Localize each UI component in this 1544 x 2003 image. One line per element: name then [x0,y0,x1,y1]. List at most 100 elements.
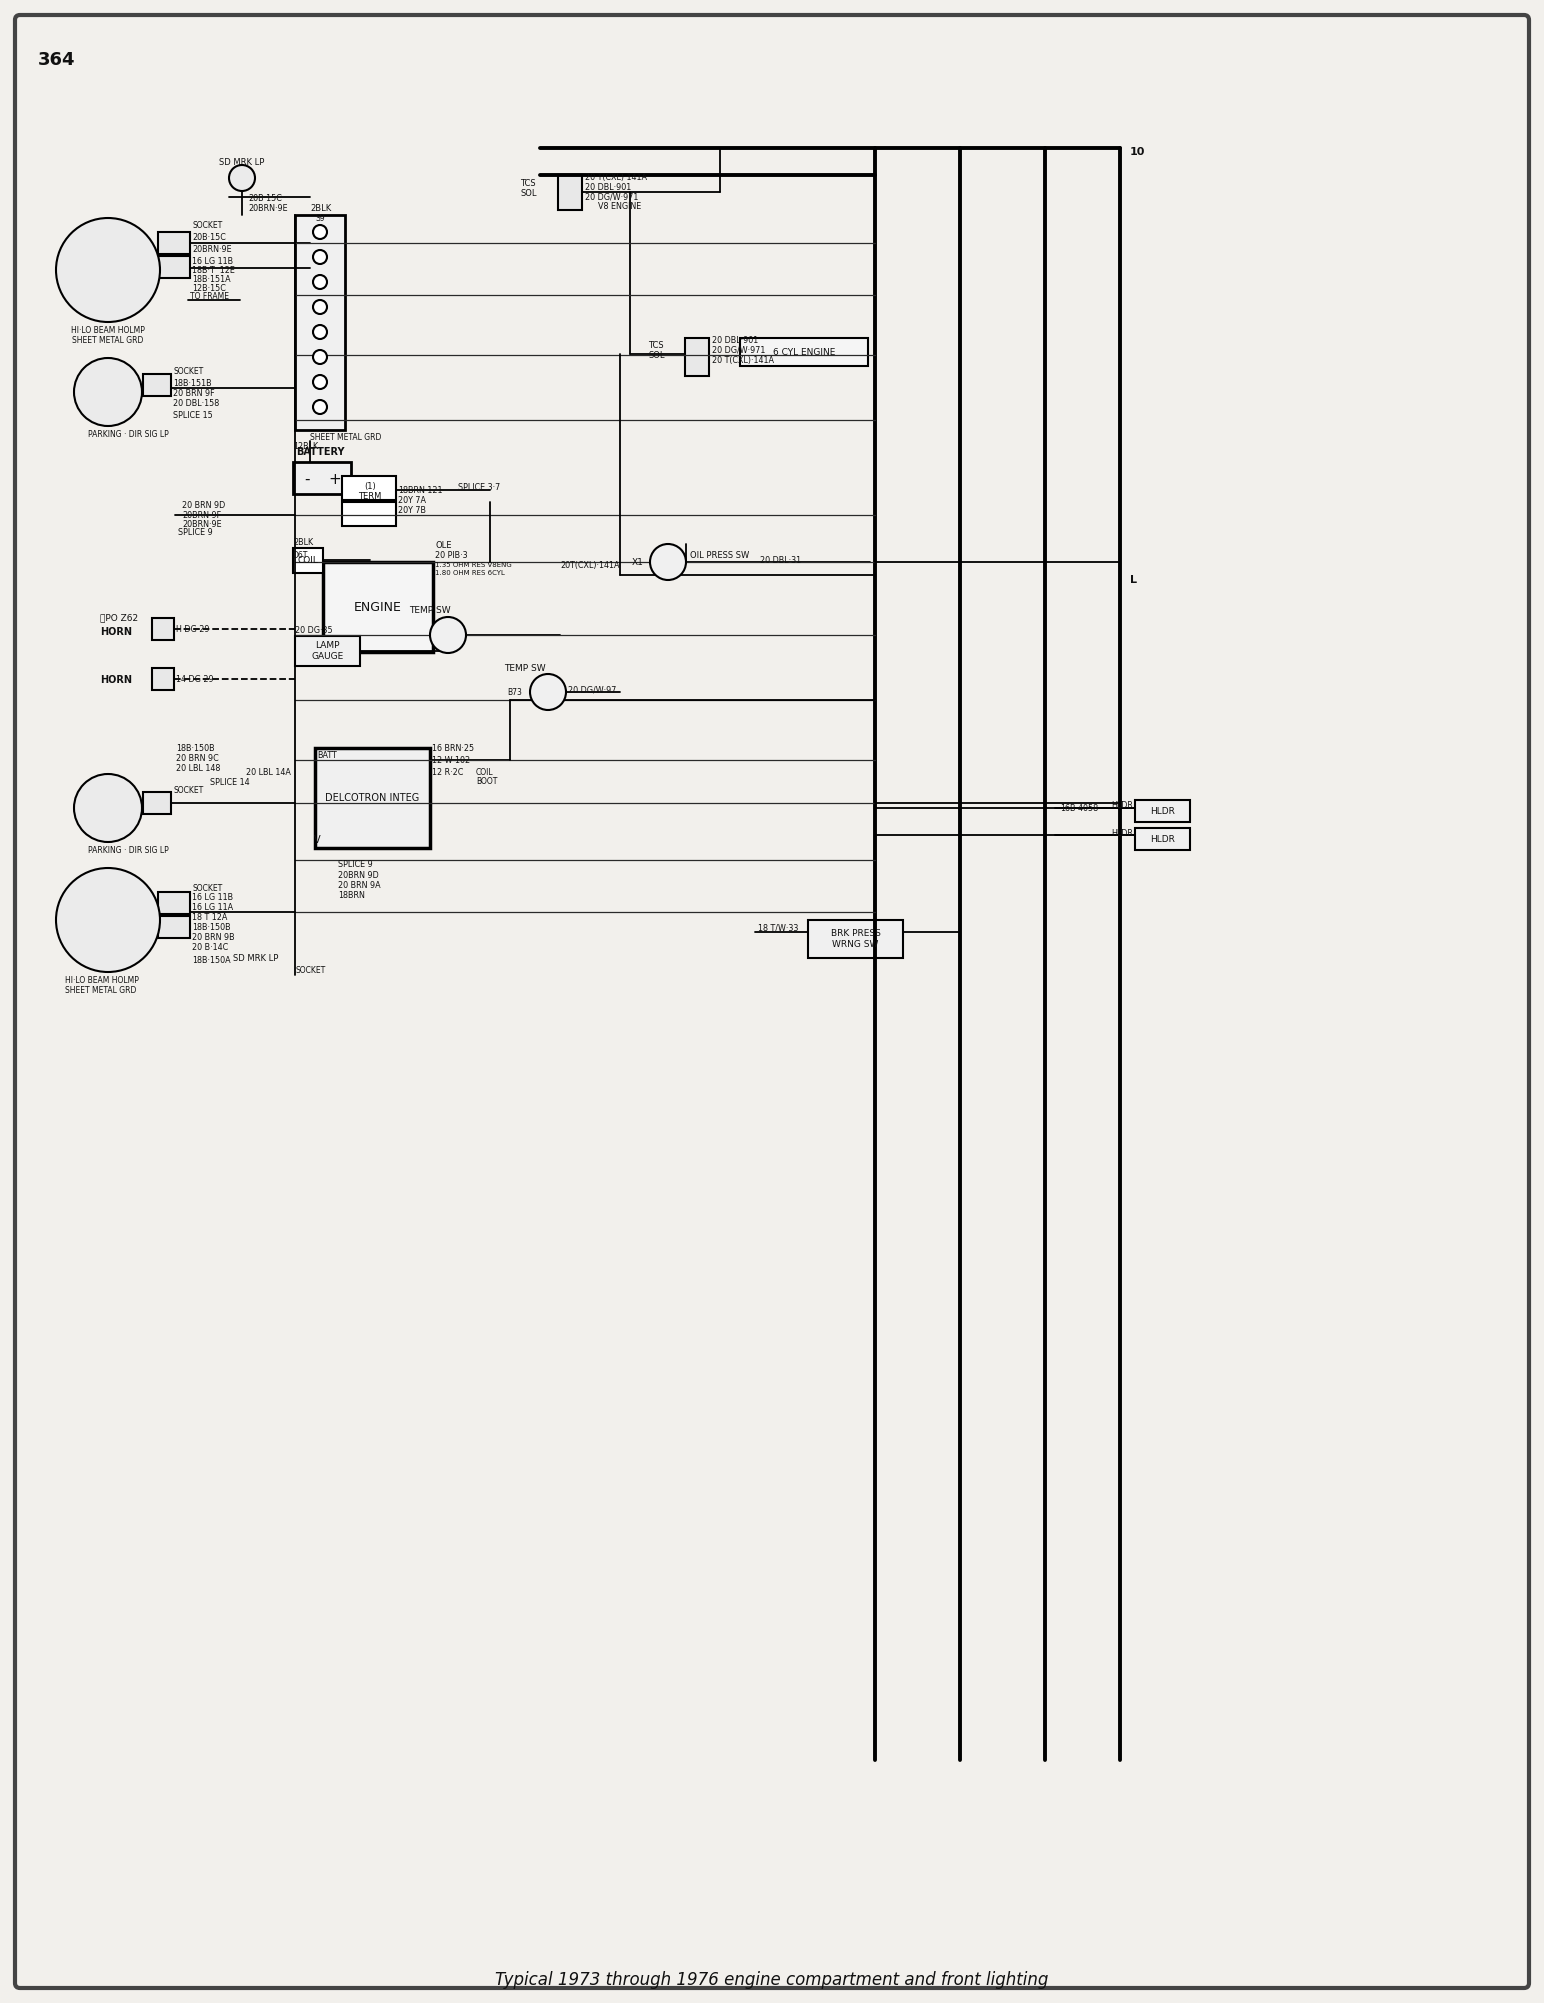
Text: PARKING · DIR SIG LP: PARKING · DIR SIG LP [88,845,168,855]
Text: TERM: TERM [358,491,381,501]
Text: 16 LG 11A: 16 LG 11A [191,903,233,911]
Circle shape [313,274,327,288]
Text: OIL PRESS SW: OIL PRESS SW [690,551,749,559]
Text: B73: B73 [506,687,522,697]
Text: 20 T(CXL)·141A: 20 T(CXL)·141A [585,172,647,182]
Bar [323,563,432,653]
Text: -: - [304,471,310,487]
Text: SPLICE 15: SPLICE 15 [173,411,213,419]
Text: 16 BRN·25: 16 BRN·25 [432,743,474,753]
Text: BRK PRESS
WRNG SW: BRK PRESS WRNG SW [831,929,880,949]
Text: 12BLK: 12BLK [293,441,318,451]
Text: 20 DBL·158: 20 DBL·158 [173,399,219,407]
Text: 20 LBL 148: 20 LBL 148 [176,763,221,773]
Text: SHEET METAL GRD: SHEET METAL GRD [73,335,144,345]
Text: 12B·15C: 12B·15C [191,284,225,292]
Bar [144,791,171,813]
Circle shape [313,375,327,389]
Text: 20 BRN 9A: 20 BRN 9A [338,881,381,889]
Bar [740,339,868,367]
Text: 364: 364 [39,50,76,68]
Text: 20 T(CXL)·141A: 20 T(CXL)·141A [712,355,774,365]
Text: 20BRN·9F: 20BRN·9F [182,511,221,519]
Text: SOCKET: SOCKET [295,965,326,975]
Text: SPLICE 14: SPLICE 14 [210,777,250,787]
Text: 20B·15C: 20B·15C [191,232,225,242]
Text: 18 T/W·33: 18 T/W·33 [758,923,798,933]
Text: COIL: COIL [298,557,318,565]
Bar [157,891,190,913]
Text: HORN: HORN [100,675,131,685]
Text: ENGINE: ENGINE [354,601,401,613]
Text: 18B·150B: 18B·150B [191,923,230,931]
Text: HORN: HORN [100,627,131,637]
Text: 20 BRN 9F: 20 BRN 9F [173,389,215,397]
Text: SPLICE 3·7: SPLICE 3·7 [459,483,500,491]
Text: 18B·151B: 18B·151B [173,379,212,387]
Bar [293,463,350,495]
Text: 16 LG 11B: 16 LG 11B [191,256,233,266]
Text: 20BRN·9E: 20BRN·9E [182,519,222,529]
Bar [295,214,344,431]
Text: SOCKET: SOCKET [191,883,222,893]
Text: SD MRK LP: SD MRK LP [233,953,278,963]
Bar [157,256,190,278]
FancyBboxPatch shape [15,14,1529,1989]
Text: 20 BRN 9B: 20 BRN 9B [191,933,235,941]
Text: SOL: SOL [520,188,536,198]
Bar [157,232,190,254]
Circle shape [530,673,567,709]
Text: 18BRN·121: 18BRN·121 [398,485,443,495]
Text: X1: X1 [631,557,644,567]
Circle shape [313,401,327,415]
Circle shape [74,359,142,427]
Text: 20BRN 9D: 20BRN 9D [338,871,378,879]
Text: 20 DBL·901: 20 DBL·901 [712,335,758,345]
Text: 16 LG 11B: 16 LG 11B [191,893,233,901]
Text: TO FRAME: TO FRAME [190,292,229,300]
Text: SOCKET: SOCKET [191,220,222,230]
Text: SOCKET: SOCKET [173,785,204,795]
Bar [1135,827,1190,849]
Text: OLE: OLE [435,541,451,549]
Text: 18B·151A: 18B·151A [191,274,230,284]
Circle shape [313,324,327,339]
Text: 12 R·2C: 12 R·2C [432,767,463,777]
Bar [293,549,323,573]
Text: 18B·T  12E: 18B·T 12E [191,266,235,274]
Text: SOCKET: SOCKET [173,367,204,375]
Text: SHEET METAL GRD: SHEET METAL GRD [310,433,381,441]
Text: 18 T 12A: 18 T 12A [191,913,227,921]
Bar [151,619,174,641]
Text: 16B·4058: 16B·4058 [1061,803,1098,813]
Circle shape [313,224,327,238]
Bar [151,667,174,689]
Circle shape [313,250,327,264]
Circle shape [650,545,686,581]
Text: 20T(CXL)·141A: 20T(CXL)·141A [560,561,619,569]
Circle shape [56,218,161,322]
Text: 20 DG·35: 20 DG·35 [295,625,332,635]
Text: 20 DBL·901: 20 DBL·901 [585,182,631,192]
Text: LAMP
GAUGE: LAMP GAUGE [312,641,344,661]
Text: 20B·15C: 20B·15C [249,194,283,202]
Circle shape [56,867,161,971]
Bar [557,174,582,210]
Text: HI·LO BEAM HOLMP: HI·LO BEAM HOLMP [65,975,139,985]
Bar [808,919,903,957]
Text: 20 BRN 9D: 20 BRN 9D [182,501,225,509]
Bar [343,503,395,527]
Text: 20 DBL·31: 20 DBL·31 [760,555,801,565]
Bar [157,915,190,937]
Text: 1.80 OHM RES 6CYL: 1.80 OHM RES 6CYL [435,571,505,577]
Text: 20 DG/W·971: 20 DG/W·971 [585,192,638,202]
Text: L: L [1130,575,1136,585]
Bar [1135,799,1190,821]
Text: ⓇPO Z62: ⓇPO Z62 [100,613,137,623]
Text: D6T: D6T [292,551,307,559]
Circle shape [229,164,255,190]
Text: SPLICE 9: SPLICE 9 [338,859,372,869]
Text: TEMP SW: TEMP SW [409,605,451,615]
Text: V: V [313,835,320,845]
Text: 20 LBL 14A: 20 LBL 14A [245,767,290,777]
